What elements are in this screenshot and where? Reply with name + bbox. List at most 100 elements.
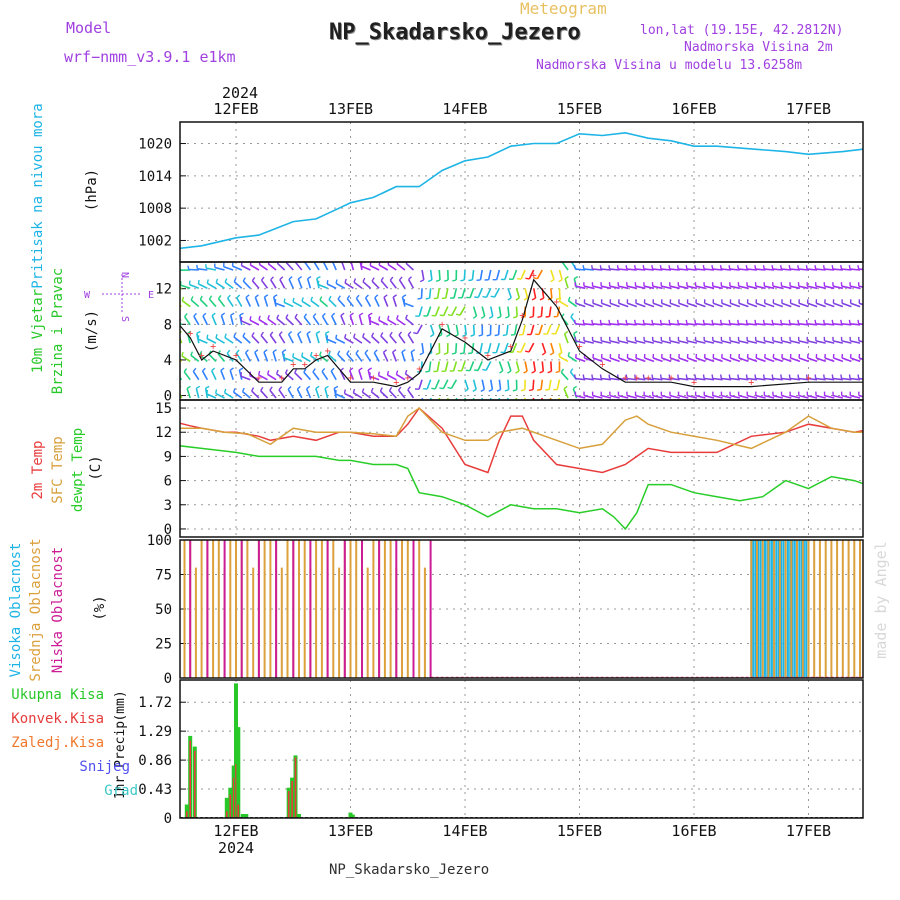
wind-gust-mark: + [806,373,812,384]
wind-barb-flag [285,314,289,319]
wind-barb [387,263,397,271]
top-day-label: 15FEB [557,100,602,118]
wind-gust-mark: + [416,364,422,375]
wind-barb [798,340,809,344]
wind-barb-flag [301,297,304,302]
wind-barb [346,353,354,362]
wind-barb-flag [507,297,512,301]
wind-barb [479,269,483,281]
wind-barb [444,361,449,372]
wind-gust-mark: + [290,359,296,370]
compass-south: S [119,316,130,322]
wind-barb [678,394,689,399]
wind-barb [824,323,835,326]
wind-barb-flag [323,258,326,261]
wind-barb [197,338,208,344]
wind-barb [495,269,501,280]
temperature-gridlines [180,400,863,537]
wind-barb [396,318,406,326]
wind-barb-flag [388,386,393,392]
wind-barb [303,316,312,326]
wind-barb-flag [251,387,255,392]
wind-gust-mark: + [302,359,308,370]
wind-barb-flag [181,351,184,357]
wind-barb-flag [737,265,740,270]
wind-barb-flag [560,368,565,373]
wind-barb [807,323,818,326]
wind-barb [296,388,303,399]
wind-barb-flag [762,374,765,379]
wind-barb [489,306,494,317]
wind-barb-flag [430,333,435,338]
wind-barb [330,370,337,381]
wind-barb [512,269,518,280]
wind-barb [210,370,217,381]
wind-barb [199,298,208,308]
wind-barb [340,315,346,326]
wind-barb [686,377,697,381]
precip-legend-item: Zaledj.Kisa [11,735,104,751]
wind-barb-flag [668,319,671,324]
wind-barb [380,280,389,289]
wind-barb-flag [206,389,209,395]
wind-barb [318,283,328,290]
wind-barb [712,302,723,308]
wind-barb [730,302,741,308]
wind-barb-flag [307,276,312,280]
wind-barb-flag [349,367,354,371]
wind-barb [556,379,561,390]
wind-barb-flag [196,264,199,269]
wind-barb-flag [642,319,645,324]
meteogram-subtitle: Meteogram [520,0,607,18]
wind-barb [695,394,706,399]
wind-barb-flag [857,374,860,379]
wind-barb [884,269,894,270]
wind-barb-flag [260,331,264,336]
wind-barb-flag [303,313,308,318]
conv-precip-bar [237,804,240,818]
wind-barb-flag [193,312,198,317]
wind-barb [627,302,638,308]
wind-barb [362,336,372,344]
cloud-bars [183,540,863,678]
wind-barb-flag [470,334,475,337]
wind-barb-flag [536,388,542,391]
wind-barb-flag [326,335,329,340]
wind-barb [712,357,723,363]
wind-barb-flag [325,330,330,334]
wind-barb [609,357,620,363]
wind-barb [789,323,800,326]
wind-barb [868,396,878,398]
wind-barb [609,394,620,399]
top-day-label: 13FEB [328,100,373,118]
wind-speed-line [180,278,863,388]
wind-barb-flag [480,315,486,319]
wind-barb-flag [555,370,560,374]
wind-barb [350,262,355,271]
wind-barb [626,323,637,326]
wind-barb-flag [173,297,174,301]
wind-barb [583,394,595,399]
wind-barb [755,285,766,290]
wind-barb [790,357,801,363]
pressure-ytick-label: 1014 [138,169,172,185]
wind-barb [564,278,569,289]
wind-barb [781,340,792,344]
wind-barb-flag [488,315,494,319]
wind-barb [391,351,398,362]
wind-barb [397,389,406,399]
wind-barb-flag [319,296,323,301]
wind-barb [833,302,844,308]
pressure-axis-label: Pritisak na nivou mora [30,103,46,288]
wind-barb [450,379,458,389]
wind-gust-mark: + [313,351,319,362]
wind-barb [790,340,801,344]
wind-barb-flag [771,374,774,379]
wind-barb [618,340,629,344]
wind-barb [485,361,492,371]
wind-barb-flag [482,295,487,298]
wind-ytick-label: 0 [164,389,172,405]
wind-barb-flag [523,297,528,301]
wind-barb [695,285,706,290]
precip-legend-item: Snijeg [79,759,130,775]
